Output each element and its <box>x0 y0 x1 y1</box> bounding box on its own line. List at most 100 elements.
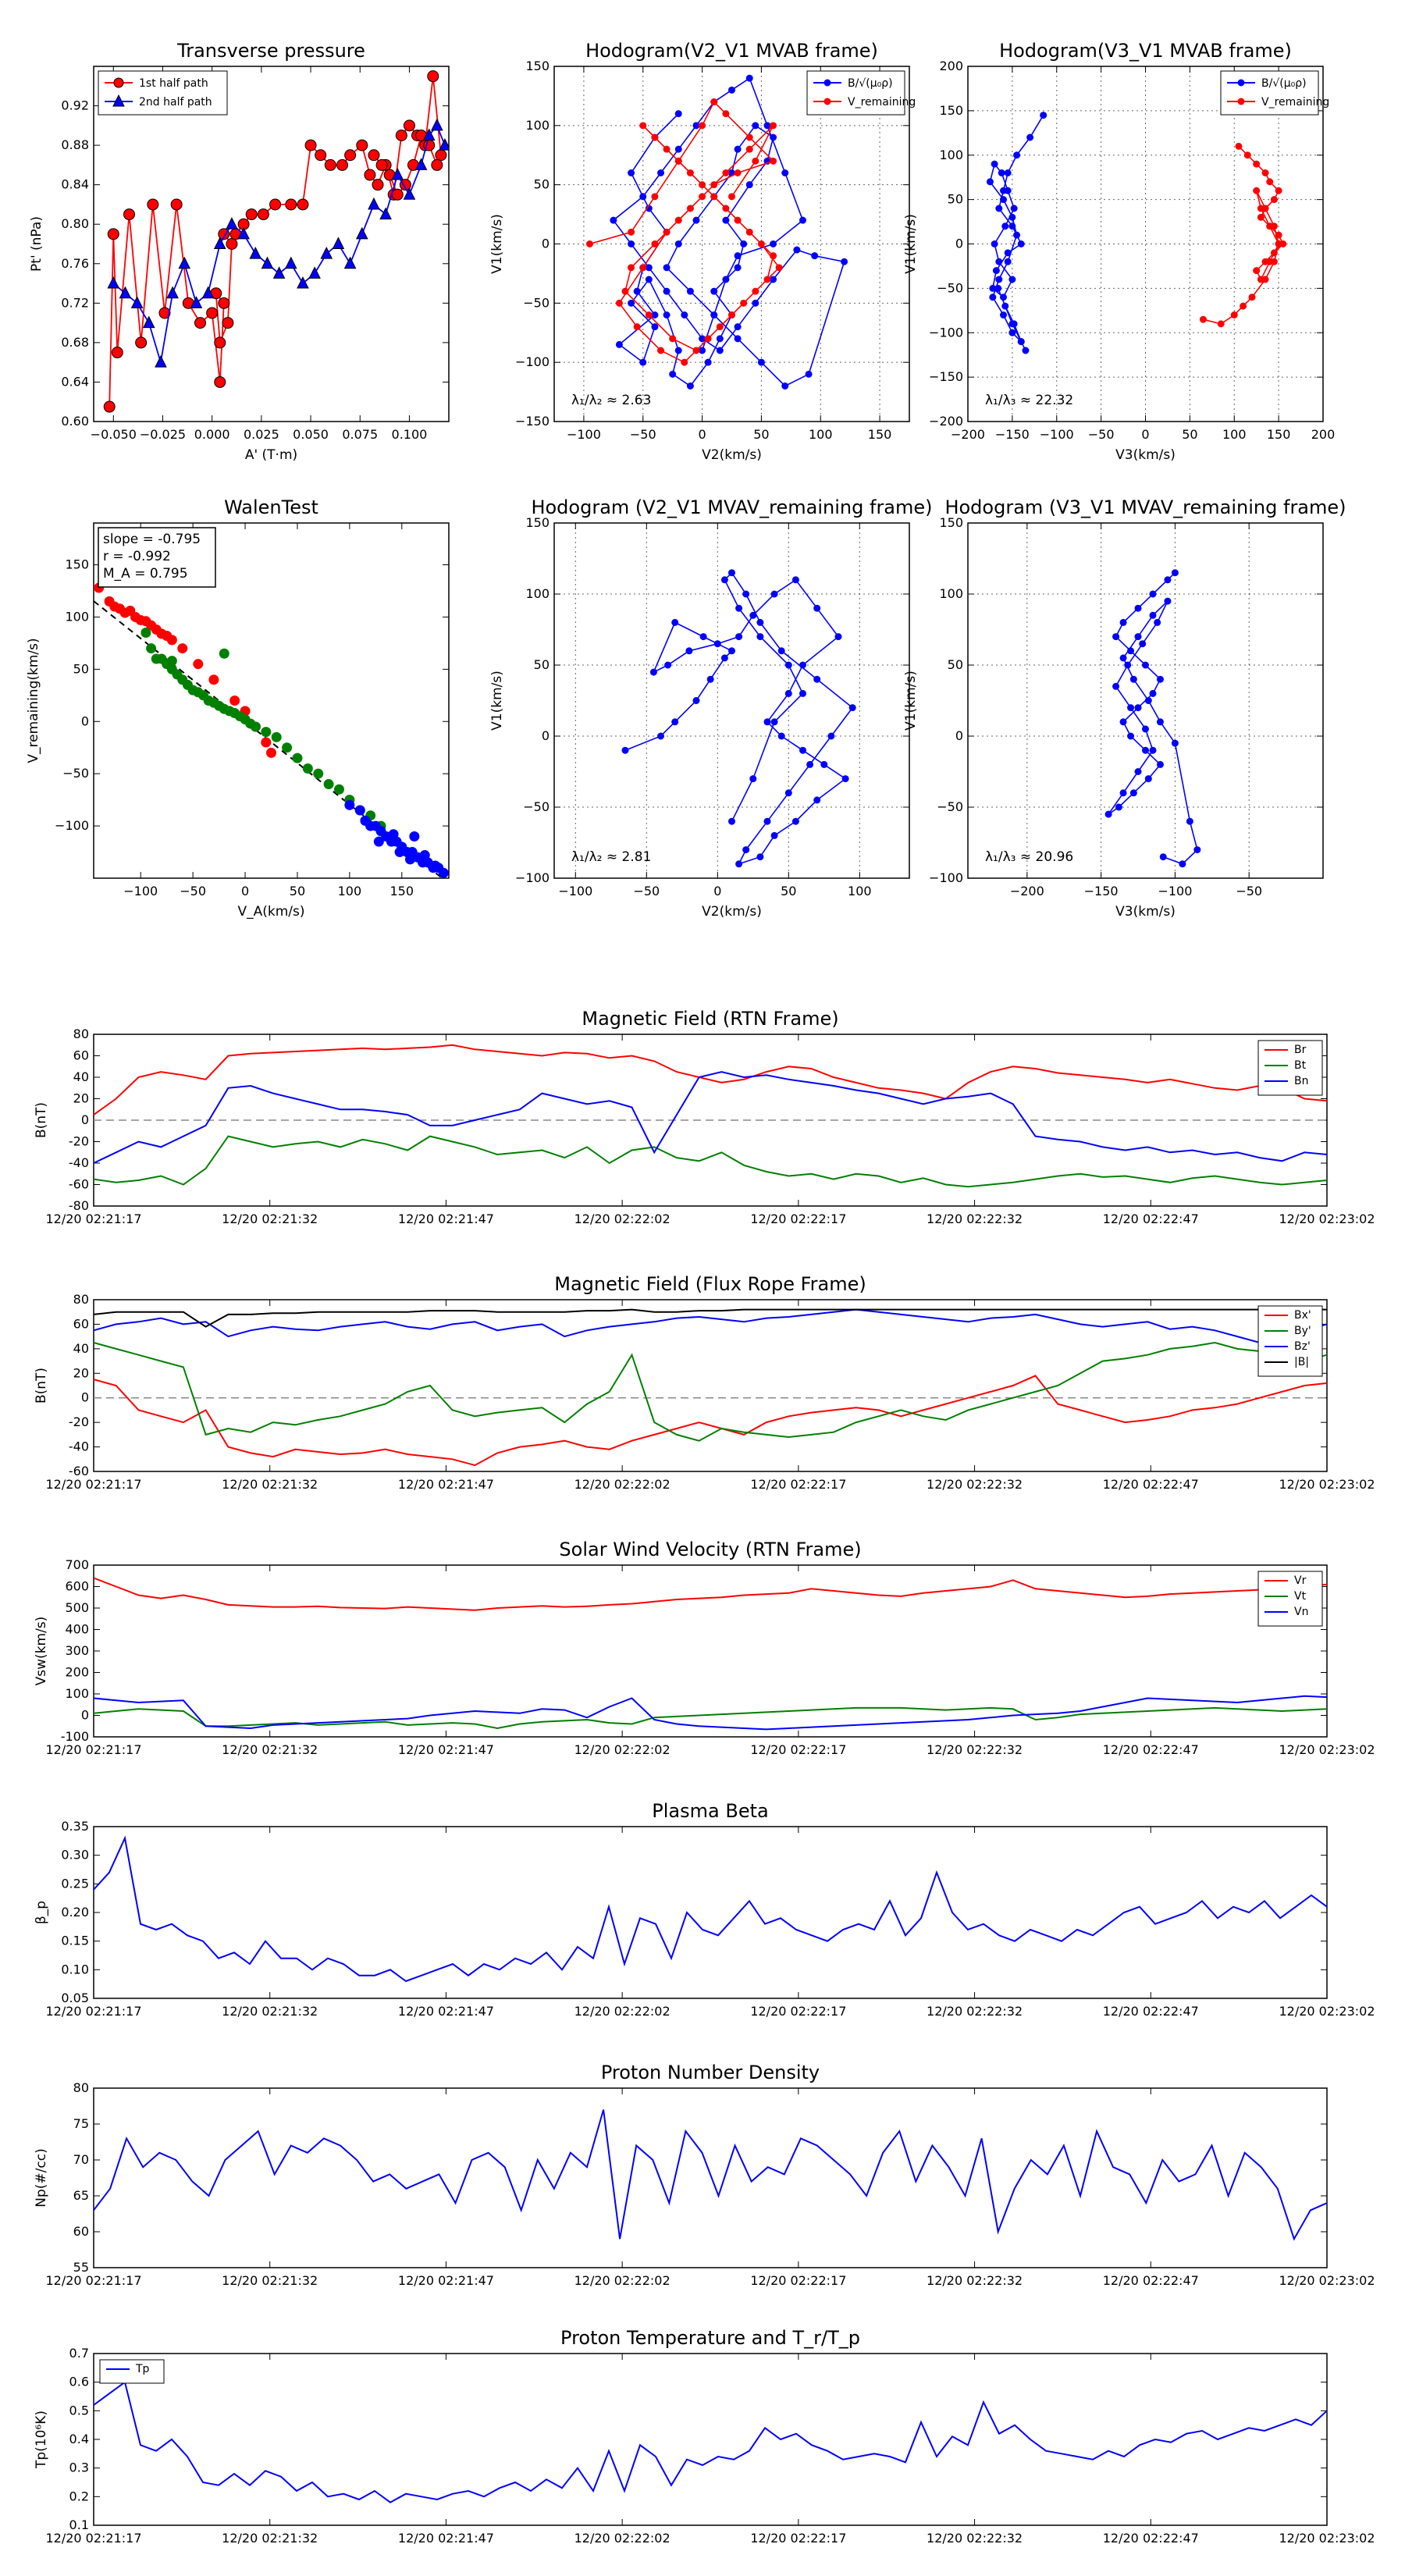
data-point <box>1004 187 1012 194</box>
series-line-bn <box>93 1071 1328 1164</box>
data-point <box>1261 276 1269 283</box>
plot-frame <box>553 522 910 879</box>
y-tick-label: 80 <box>73 1026 89 1041</box>
data-point <box>834 633 842 641</box>
x-tick-label: 0 <box>241 884 249 898</box>
data-point <box>728 647 735 655</box>
x-tick-label: 200 <box>1311 427 1336 442</box>
x-tick-label: 50 <box>1182 427 1197 442</box>
data-point-circle <box>285 198 297 211</box>
data-point <box>1257 205 1264 212</box>
data-point <box>1129 789 1137 797</box>
y-tick-label: 0.30 <box>61 1848 89 1863</box>
y-tick-label: −50 <box>62 766 89 781</box>
data-point <box>409 831 420 841</box>
x-tick-label: 12/20 02:21:17 <box>45 1477 141 1492</box>
y-tick-label: 0.05 <box>61 1991 89 2005</box>
x-tick-label: −50 <box>1088 427 1115 442</box>
data-point <box>986 178 994 186</box>
chart-title: Magnetic Field (Flux Rope Frame) <box>554 1273 866 1295</box>
x-tick-label: 12/20 02:22:02 <box>574 2273 670 2288</box>
y-tick-label: 55 <box>73 2260 89 2275</box>
plot-area <box>621 569 856 868</box>
data-point <box>1008 276 1016 283</box>
data-point <box>419 850 430 861</box>
data-point <box>1127 704 1135 712</box>
x-tick-label: 12/20 02:22:17 <box>750 1742 846 1757</box>
data-point-circle <box>368 149 380 162</box>
data-point <box>745 74 753 82</box>
y-tick-label: 300 <box>65 1643 89 1658</box>
data-point <box>770 157 777 165</box>
x-axis-label: V_A(km/s) <box>237 904 304 920</box>
x-tick-label: 12/20 02:22:47 <box>1103 1477 1199 1492</box>
data-point <box>770 122 777 130</box>
data-point <box>1017 240 1025 247</box>
data-point <box>1001 222 1009 230</box>
x-tick-label: −150 <box>995 427 1030 442</box>
data-point <box>1270 258 1278 265</box>
data-point <box>706 675 714 683</box>
data-point <box>799 661 806 669</box>
data-point <box>793 246 801 254</box>
legend-marker <box>1237 98 1245 105</box>
y-tick-label: 0.64 <box>61 374 89 389</box>
data-point-circle <box>218 228 230 240</box>
data-point <box>645 276 653 283</box>
data-point <box>1156 718 1164 726</box>
legend-label: Vt <box>1294 1590 1307 1603</box>
stats-line: M_A = 0.795 <box>103 566 188 582</box>
y-tick-label: −50 <box>523 799 550 814</box>
stats-box: slope = -0.795 r = -0.992 M_A = 0.795 <box>98 527 216 588</box>
data-point <box>639 358 647 366</box>
data-point <box>734 145 742 153</box>
y-tick-label: 100 <box>65 1686 89 1701</box>
data-point <box>770 252 777 260</box>
data-point <box>1119 789 1127 797</box>
y-tick-label: 0.3 <box>69 2460 89 2475</box>
data-point <box>664 661 672 669</box>
data-point <box>1266 222 1274 230</box>
data-point-triangle <box>284 256 297 269</box>
data-point <box>166 635 177 646</box>
x-tick-label: 0 <box>1141 427 1149 442</box>
data-point <box>663 264 670 272</box>
data-point <box>820 760 828 768</box>
data-point-triangle <box>308 266 321 279</box>
data-point <box>995 205 1003 212</box>
data-point <box>621 287 629 295</box>
y-axis-label: B(nT) <box>34 1368 49 1404</box>
data-point-triangle <box>297 276 309 289</box>
data-point <box>752 157 759 165</box>
x-tick-label: −150 <box>1084 884 1119 898</box>
data-point <box>1186 817 1193 825</box>
x-tick-label: −100 <box>558 884 592 898</box>
y-tick-label: 0 <box>542 728 550 743</box>
data-point <box>728 86 735 94</box>
data-point <box>1008 213 1016 221</box>
chart-beta: Plasma Beta 12/20 02:21:17 12/20 02:21:32 1… <box>34 1800 1375 2019</box>
data-point <box>1129 675 1137 683</box>
series-line-beta <box>93 1835 1328 1983</box>
x-tick-label: 12/20 02:22:17 <box>750 1477 846 1492</box>
y-tick-label: -80 <box>69 1198 89 1213</box>
x-tick-label: 12/20 02:23:02 <box>1279 2273 1375 2288</box>
data-point <box>720 654 728 662</box>
y-tick-label: 0.1 <box>69 2517 89 2532</box>
series-line-bx <box>93 1375 1328 1467</box>
x-tick-label: 12/20 02:22:32 <box>927 2531 1023 2546</box>
x-tick-label: 12/20 02:22:47 <box>1103 1742 1199 1757</box>
y-tick-label: 0.84 <box>61 177 89 192</box>
x-tick-label: 12/20 02:21:32 <box>222 2531 318 2546</box>
y-tick-label: 150 <box>525 515 550 530</box>
data-point-circle <box>135 336 148 349</box>
legend: B/√(μ₀ρ) V_remaining <box>1220 70 1329 116</box>
y-tick-label: -40 <box>69 1439 89 1454</box>
y-tick-label: 100 <box>65 609 89 624</box>
x-tick-label: 12/20 02:21:47 <box>398 2531 494 2546</box>
x-tick-label: 0.100 <box>392 427 428 442</box>
data-point-circle <box>257 208 269 221</box>
chart-title: Plasma Beta <box>652 1800 768 1822</box>
data-point <box>229 696 240 706</box>
data-point <box>1240 302 1247 310</box>
